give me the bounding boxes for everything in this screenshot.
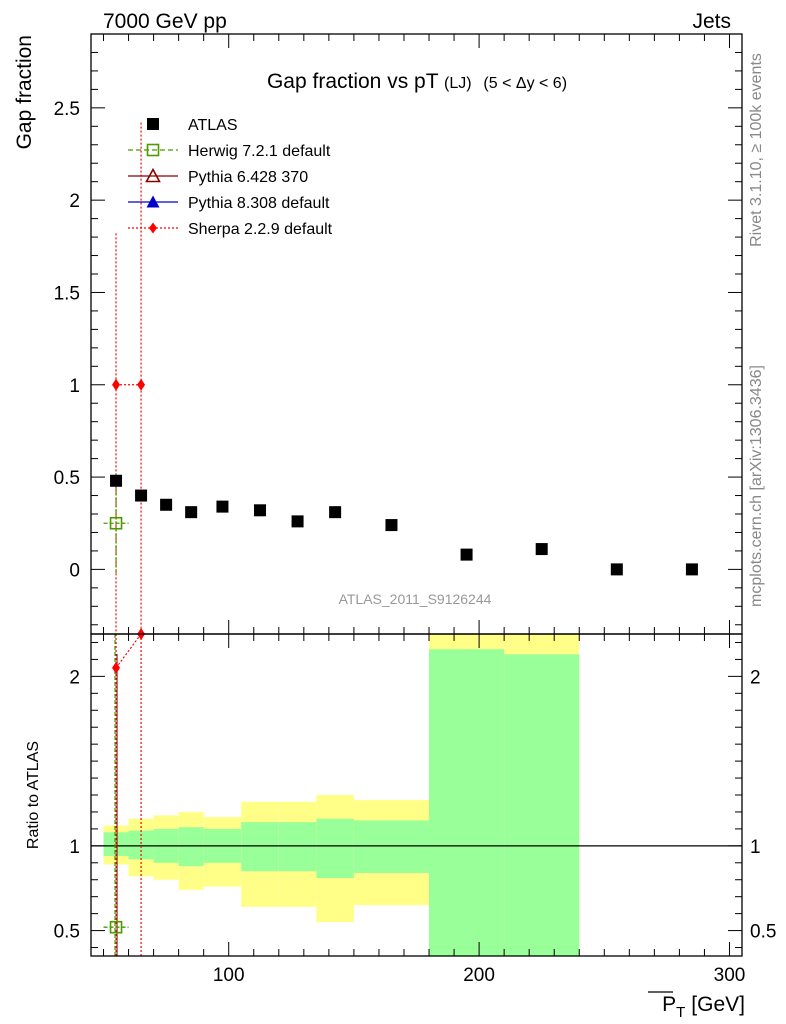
ratio-y-tick-label: 0.5 [54, 922, 80, 943]
mcplots-label: mcplots.cern.ch [arXiv:1306.3436] [748, 365, 765, 607]
atlas-data-point [216, 500, 229, 513]
atlas-data-point [135, 489, 148, 502]
main-y-tick-label: 0.5 [54, 468, 80, 489]
ratio-y-tick-label-right: 1 [750, 837, 761, 858]
ratio-band-green [504, 654, 580, 956]
x-axis-label-t: T [676, 1004, 685, 1021]
ratio-y-tick-label: 1 [69, 837, 80, 858]
ratio-y-axis-label: Ratio to ATLAS [25, 741, 42, 849]
atlas-data-point [685, 563, 698, 576]
sherpa-ratio-point [112, 661, 121, 674]
herwig-point [109, 516, 123, 530]
x-tick-label: 100 [213, 965, 245, 986]
atlas-data-point [329, 506, 342, 519]
legend-label: ATLAS [188, 117, 238, 134]
chart-title: Gap fraction vs pT (LJ) (5 < Δy < 6) [267, 70, 567, 93]
herwig-ratio-point [109, 920, 123, 934]
main-y-tick-label: 0 [69, 560, 80, 581]
header-energy-label: 7000 GeV pp [103, 10, 227, 33]
ratio-band-green [241, 822, 279, 872]
legend-marker [149, 222, 157, 234]
atlas-data-point [610, 563, 623, 576]
ratio-y-tick-label-right: 2 [750, 667, 761, 688]
x-tick-label: 200 [463, 965, 495, 986]
rivet-version-label: Rivet 3.1.10, ≥ 100k events [748, 53, 765, 247]
sherpa-point [137, 378, 146, 391]
atlas-data-point [291, 515, 304, 528]
ratio-band-green [178, 827, 204, 867]
x-tick-label: 300 [714, 965, 746, 986]
atlas-data-point [160, 498, 173, 511]
legend-label: Sherpa 2.2.9 default [188, 221, 333, 238]
legend-marker [145, 167, 161, 183]
x-axis-label-p: P [662, 993, 676, 1016]
main-y-tick-label: 1 [69, 376, 80, 397]
chart-title-sub: (LJ) [444, 75, 472, 92]
ratio-band-green [278, 822, 317, 872]
atlas-data-point [254, 504, 267, 517]
atlas-data-point [460, 548, 473, 561]
main-y-tick-label: 2.5 [54, 99, 80, 120]
legend-label: Pythia 6.428 370 [188, 169, 308, 186]
ratio-plot-frame [90, 633, 743, 957]
ratio-y-tick-label-right: 0.5 [750, 922, 776, 943]
x-axis-label: PT [GeV] [662, 993, 745, 1021]
legend-marker [146, 195, 160, 208]
legend-label: Pythia 8.308 default [188, 195, 330, 212]
x-axis-label-unit: [GeV] [691, 993, 745, 1016]
header-jets-label: Jets [692, 10, 731, 33]
ratio-band-green [316, 818, 354, 879]
chart-title-cut: (5 < Δy < 6) [483, 75, 567, 92]
sherpa-point [112, 378, 121, 391]
main-y-axis-label: Gap fraction [13, 35, 36, 149]
atlas-data-point [110, 474, 123, 487]
sherpa-ratio-line [115, 633, 142, 669]
chart-title-main: Gap fraction vs pT [267, 70, 439, 93]
atlas-data-point [385, 519, 398, 532]
ratio-band-green [353, 820, 430, 873]
ratio-band-green [103, 832, 129, 857]
legend-marker [146, 143, 160, 157]
ratio-y-tick-label: 2 [69, 667, 80, 688]
main-y-tick-label: 2 [69, 191, 80, 212]
main-y-tick-label: 1.5 [54, 283, 80, 304]
atlas-data-point [535, 543, 548, 556]
legend-marker [147, 118, 159, 130]
legend-label: Herwig 7.2.1 default [188, 143, 331, 160]
atlas-data-point [185, 506, 198, 519]
ratio-band-green [429, 649, 505, 956]
analysis-watermark: ATLAS_2011_S9126244 [339, 591, 492, 607]
